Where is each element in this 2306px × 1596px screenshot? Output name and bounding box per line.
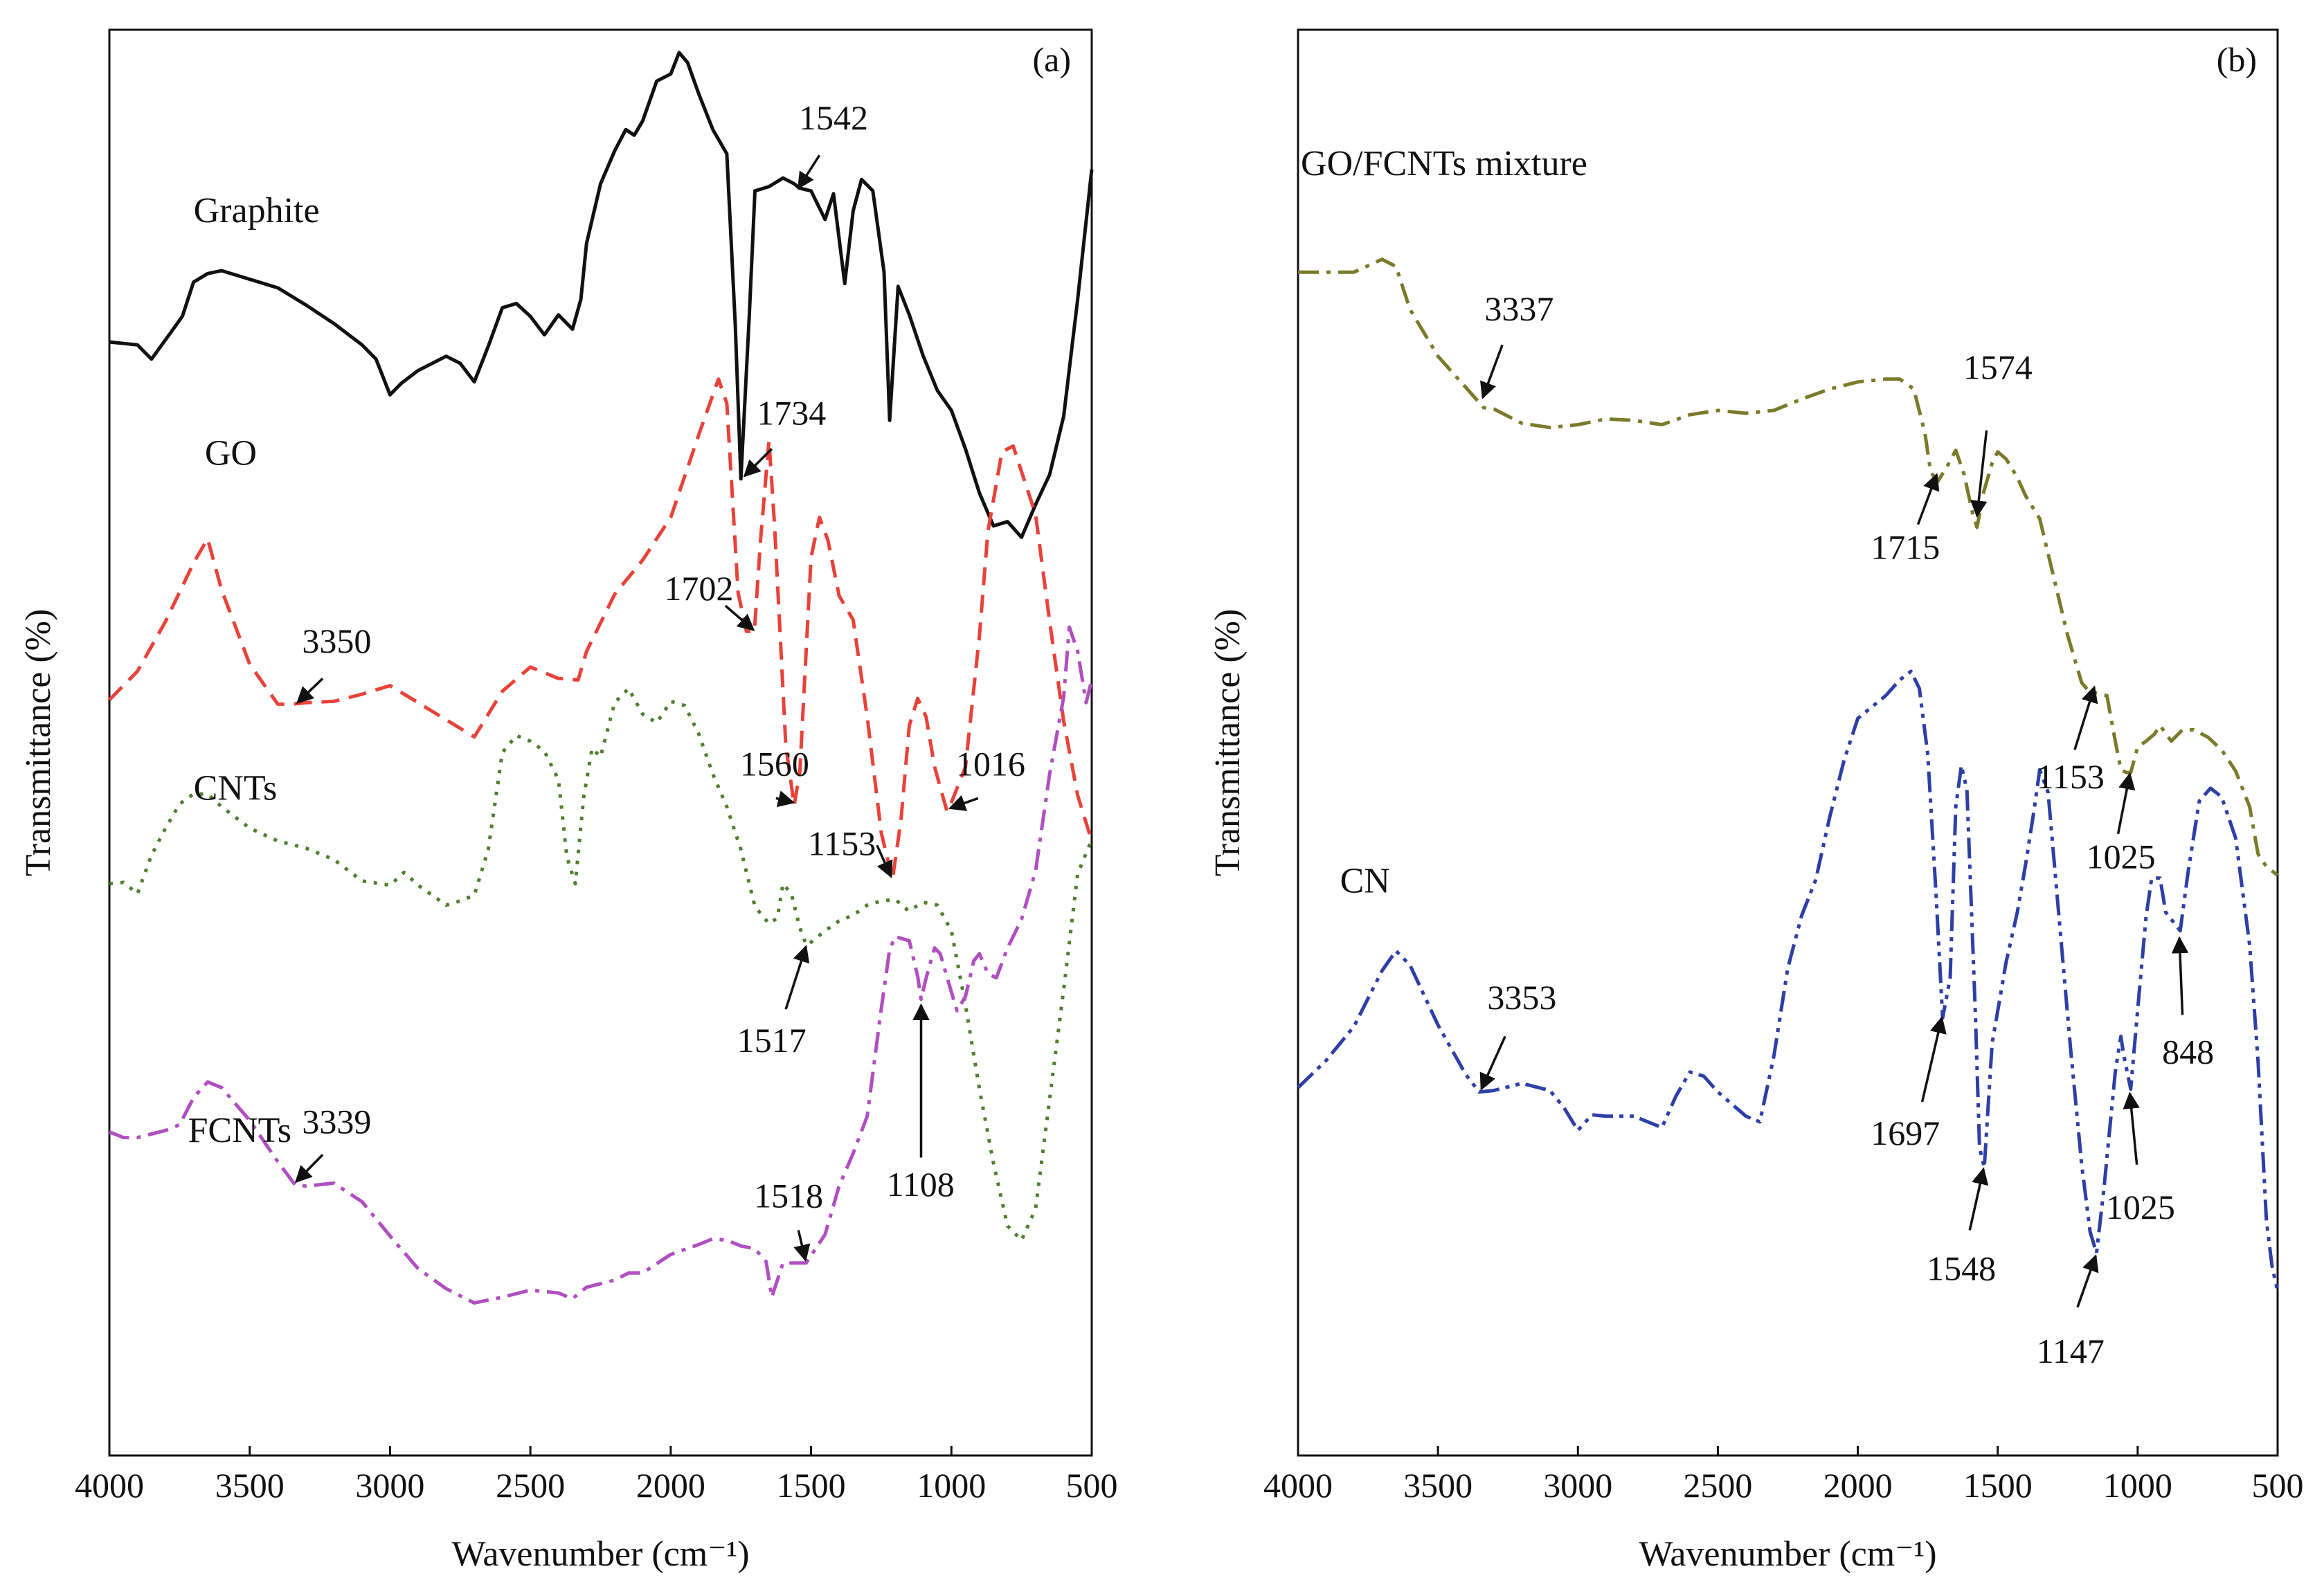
panel-b-annotation-1025: 1025 — [2106, 1188, 2175, 1226]
panel-b-label-cn: CN — [1340, 861, 1390, 900]
panel-a-label-fcnts: FCNTs — [188, 1111, 292, 1150]
panel-b-annotation-1153: 1153 — [2037, 757, 2105, 796]
panel-b-annotation-848: 848 — [2162, 1033, 2214, 1071]
panel-a-x-tick-label: 3500 — [215, 1466, 285, 1505]
panel-a-x-tick-label: 4000 — [75, 1466, 144, 1505]
panel-b-annotation-1697: 1697 — [1871, 1114, 1940, 1152]
panel-a-annotation-1016: 1016 — [956, 744, 1025, 783]
panel-a-chart: 4000 3500 3000 2500 2000 1500 1000 500 Wavenumbe… — [19, 28, 1118, 1574]
panel-a-arrow-1016 — [948, 795, 979, 811]
panel-b-arrow-1153 — [2073, 685, 2098, 750]
panel-a-annotation-1517: 1517 — [737, 1021, 807, 1060]
panel-a-x-tick-label: 1000 — [917, 1466, 986, 1505]
panel-a-annotation-1734: 1734 — [757, 394, 826, 433]
panel-a-arrow-1153 — [876, 844, 893, 878]
panel-a-arrow-1734 — [743, 448, 773, 478]
panel-a-arrow-1542 — [797, 154, 821, 190]
panel-b-x-tick-label: 2000 — [1823, 1466, 1893, 1505]
panel-a-label-cnts: CNTs — [194, 768, 278, 808]
panel-b-arrow-1697 — [1920, 1016, 1947, 1103]
panel-a-arrow-1517 — [784, 945, 810, 1010]
panel-a-arrow-1560 — [775, 790, 795, 808]
panel-a-y-axis-title: Transmittance (%) — [19, 609, 58, 877]
panel-a-x-tick-label: 3000 — [355, 1466, 424, 1505]
panel-a-annotation-3350: 3350 — [302, 622, 371, 660]
panel-b-annotation-1025: 1025 — [2087, 837, 2156, 876]
panel-b-label-go-fcnts-mixture: GO/FCNTs mixture — [1301, 144, 1587, 183]
panel-a-x-tick-label: 500 — [1066, 1466, 1118, 1505]
panel-b-arrow-848 — [2171, 936, 2189, 1015]
panel-b-x-tick-label: 3500 — [1403, 1466, 1472, 1505]
panel-b-frame — [1297, 28, 2279, 1457]
panel-b-arrow-1715 — [1916, 473, 1940, 525]
panel-a-label-graphite: Graphite — [194, 191, 320, 230]
panel-b-arrow-3337 — [1480, 344, 1504, 399]
panel-a-annotation-1702: 1702 — [664, 569, 733, 608]
panel-b-series-cn — [1297, 669, 2280, 1292]
panel-b-x-tick-label: 1000 — [2103, 1466, 2172, 1505]
panel-b-annotation-1715: 1715 — [1871, 527, 1940, 566]
panel-b-arrow-3353 — [1479, 1035, 1506, 1091]
panel-b-arrow-1025 — [2123, 1091, 2140, 1165]
panel-a-x-tick-label: 2500 — [496, 1466, 565, 1505]
panel-b-arrow-1548 — [1968, 1167, 1989, 1231]
panel-b-arrow-1147 — [2076, 1254, 2099, 1308]
panel-b-x-axis-title: Wavenumber (cm⁻¹) — [1639, 1534, 1936, 1574]
panel-a-panel-label: (a) — [1033, 40, 1072, 79]
panel-a-frame — [108, 28, 1093, 1457]
panel-b-x-tick-label: 3000 — [1543, 1466, 1612, 1505]
panel-a-annotation-3339: 3339 — [302, 1102, 371, 1141]
panel-b-arrow-1574 — [1970, 430, 1988, 518]
panel-a-annotation-1518: 1518 — [754, 1177, 823, 1215]
panel-a-arrow-1702 — [724, 604, 755, 631]
panel-b-x-tick-label: 1500 — [1963, 1466, 2033, 1505]
panel-a-x-tick-label: 2000 — [636, 1466, 705, 1505]
panel-a-annotation-1153: 1153 — [808, 824, 876, 863]
panel-a-arrow-3350 — [296, 678, 324, 705]
panel-a-label-go: GO — [205, 433, 257, 473]
panel-a-x-tick-label: 1500 — [777, 1466, 846, 1505]
panel-a-annotation-1108: 1108 — [887, 1165, 955, 1204]
panel-b-annotation-1548: 1548 — [1927, 1249, 1996, 1288]
panel-b-annotation-1574: 1574 — [1963, 348, 2033, 387]
panel-a-arrow-3339 — [294, 1154, 324, 1184]
panel-a-annotation-1560: 1560 — [740, 744, 809, 783]
panel-a-x-axis-title: Wavenumber (cm⁻¹) — [451, 1534, 749, 1574]
panel-b-arrow-1025 — [2116, 772, 2136, 835]
panel-b-annotation-3337: 3337 — [1484, 289, 1553, 328]
panel-a-series-graphite — [109, 51, 1094, 539]
panel-b-annotation-3353: 3353 — [1487, 978, 1556, 1017]
panel-b-x-tick-label: 2500 — [1683, 1466, 1752, 1505]
panel-b-panel-label: (b) — [2217, 40, 2257, 79]
panel-b-x-tick-label: 4000 — [1263, 1466, 1333, 1505]
panel-b-chart: 4000 3500 3000 2500 2000 1500 1000 500 Wavenumbe… — [1208, 28, 2304, 1574]
panel-b-series-go-fcnts-mixture — [1298, 257, 2279, 877]
panel-a-annotation-1542: 1542 — [799, 98, 868, 137]
panel-b-y-axis-title: Transmittance (%) — [1208, 609, 1247, 877]
panel-b-x-tick-label: 500 — [2252, 1466, 2304, 1505]
panel-b-annotation-1147: 1147 — [2037, 1332, 2105, 1370]
panel-a-series-fcnts — [109, 625, 1094, 1305]
panel-a-arrow-1518 — [793, 1230, 811, 1262]
